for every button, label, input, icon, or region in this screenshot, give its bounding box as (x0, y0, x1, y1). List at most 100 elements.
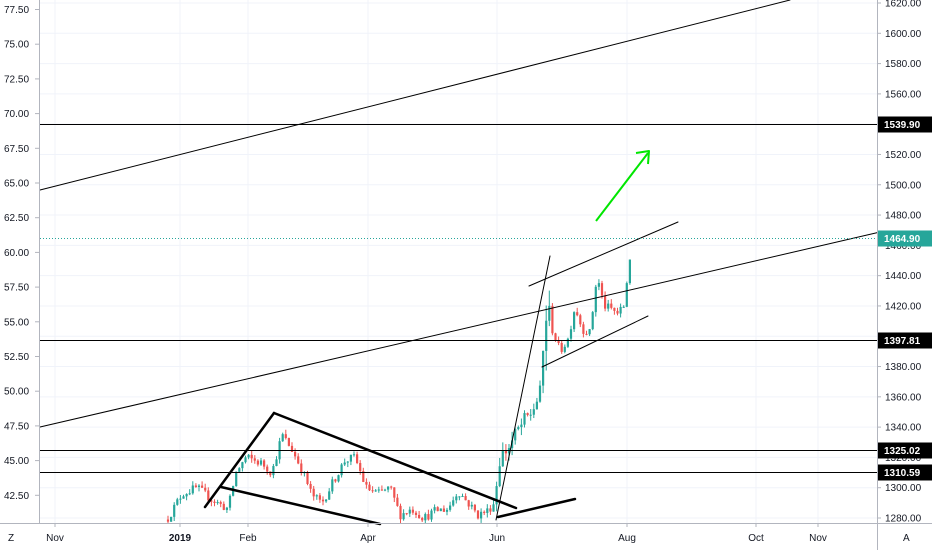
price-label: 1464.90 (884, 234, 921, 245)
candle-body (225, 507, 228, 510)
candle-body (188, 493, 191, 495)
left-tick-label: 65.00 (4, 179, 29, 190)
green-arrow-head[interactable] (635, 150, 650, 165)
candle-body (380, 489, 383, 491)
left-tick-label: 57.50 (4, 283, 29, 294)
candle-body (213, 501, 216, 503)
candle-body (480, 511, 483, 519)
candle-body (337, 475, 340, 482)
price-label-box (878, 442, 932, 459)
candle-body (368, 484, 371, 491)
candle-body (600, 283, 604, 296)
left-tick-label: 60.00 (4, 248, 29, 259)
left-tick-label: 77.50 (4, 5, 29, 16)
trendline-upper[interactable] (39, 0, 791, 191)
trendline-middle[interactable] (39, 231, 881, 428)
candle-body (604, 295, 607, 309)
candle-body (464, 496, 467, 501)
candle-body (346, 461, 349, 463)
wedge-left-edge[interactable] (203, 411, 276, 509)
candle-body (532, 409, 535, 415)
right-tick-label: 1440.00 (885, 271, 922, 282)
trendline-rally[interactable] (495, 255, 551, 521)
candle-body (486, 508, 489, 513)
candle-body (458, 496, 461, 498)
candle-body (545, 320, 548, 351)
candle-body (424, 514, 427, 521)
candle-body (399, 505, 402, 520)
wedge-breakout-line[interactable] (496, 497, 577, 519)
candle-body (331, 479, 334, 492)
candle-body (542, 350, 545, 386)
candle-body (309, 483, 312, 489)
candle-body (442, 508, 445, 512)
candle-body (241, 462, 244, 469)
left-tick-label: 72.50 (4, 74, 29, 85)
candle-body (492, 504, 495, 512)
candle-body (619, 306, 622, 314)
candle-body (318, 495, 321, 500)
candle-body (489, 508, 492, 512)
candle-body (585, 333, 588, 335)
candle-body (377, 489, 380, 491)
right-tick-label: 1520.00 (885, 150, 922, 161)
auto-scale-button[interactable]: A (903, 533, 910, 544)
candle-body (511, 440, 514, 449)
candle-body (176, 499, 179, 505)
candle-body (166, 519, 170, 522)
left-tick-label: 45.00 (4, 456, 29, 467)
time-tick-label: 2019 (169, 533, 192, 544)
channel-lower[interactable] (541, 315, 649, 368)
right-tick-label: 1300.00 (885, 483, 922, 494)
candle-body (582, 324, 585, 334)
candle-body (405, 513, 408, 515)
candle-body (436, 507, 439, 512)
candle-body (325, 499, 328, 502)
candle-body (613, 307, 616, 311)
right-tick-label: 1360.00 (885, 392, 922, 403)
candle-body (557, 340, 560, 343)
candle-body (179, 498, 182, 500)
price-label-box (878, 464, 932, 481)
candle-body (356, 454, 359, 464)
candle-body (393, 487, 396, 498)
left-tick-label: 75.00 (4, 40, 29, 51)
time-tick-label: Jun (489, 533, 505, 544)
candle-body (197, 485, 201, 487)
candle-body (272, 466, 275, 476)
candle-body (402, 513, 405, 520)
time-tick-label: Nov (46, 533, 64, 544)
left-tick-label: 50.00 (4, 387, 29, 398)
wedge-bottom-edge[interactable] (219, 485, 382, 526)
candle-body (591, 312, 594, 330)
candle-body (560, 342, 563, 352)
right-tick-label: 1600.00 (885, 29, 922, 40)
left-axis[interactable]: 77.50 75.00 72.50 70.00 67.50 65.00 62.50 60.00… (4, 5, 39, 502)
log-scale-button[interactable]: Z (8, 533, 14, 544)
drawings (39, 0, 881, 526)
candle-body (470, 504, 473, 507)
green-arrow-shaft[interactable] (595, 152, 649, 222)
candle-body (250, 454, 253, 459)
right-tick-label: 1480.00 (885, 211, 922, 222)
candle-body (622, 306, 625, 308)
candle-body (387, 486, 390, 490)
candle-body (625, 283, 628, 307)
channel-upper[interactable] (528, 221, 679, 287)
candle-body (374, 490, 377, 492)
price-label-box (878, 332, 932, 349)
time-axis[interactable]: Nov 2019 Feb Apr Jun Aug Oct Nov (46, 523, 827, 544)
wedge-top-edge[interactable] (272, 411, 518, 510)
candle-body (476, 510, 480, 519)
candle-body (535, 401, 538, 410)
candle-body (191, 485, 194, 494)
candle-body (414, 512, 418, 515)
candle-body (362, 471, 365, 482)
candle-body (461, 496, 464, 498)
candle-body (312, 488, 315, 497)
candle-body (628, 259, 631, 284)
candle-body (576, 312, 579, 316)
candle-body (182, 496, 185, 499)
